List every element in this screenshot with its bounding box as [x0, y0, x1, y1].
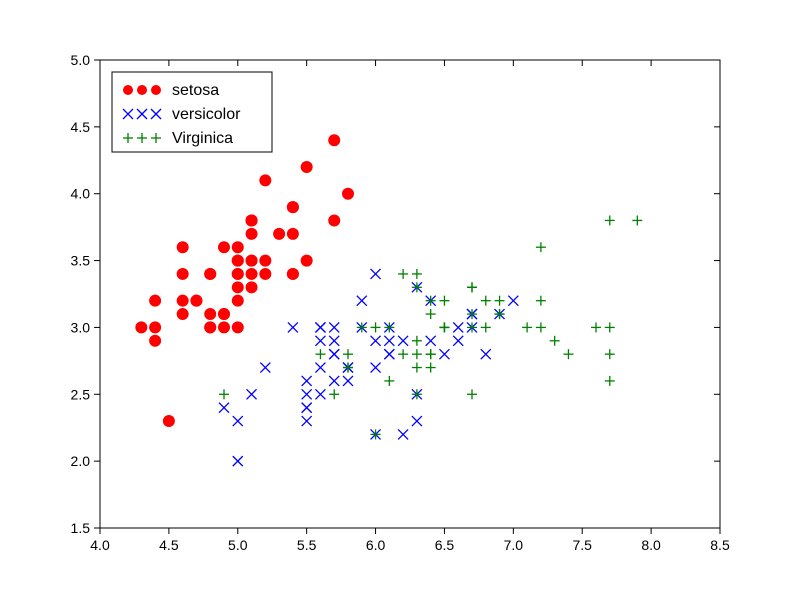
- series-virginica: [219, 215, 642, 439]
- legend-label-versicolor: versicolor: [172, 106, 241, 123]
- y-tick-label: 3.0: [71, 319, 91, 335]
- legend-label-setosa: setosa: [172, 82, 219, 99]
- y-tick-label: 1.5: [71, 520, 91, 536]
- series-setosa: [135, 134, 354, 427]
- y-tick-label: 4.0: [71, 186, 91, 202]
- legend: setosa versicolor Virginica: [112, 72, 272, 152]
- x-tick-label: 5.0: [228, 537, 248, 553]
- x-tick-label: 7.0: [504, 537, 524, 553]
- x-tick-label: 7.5: [572, 537, 592, 553]
- x-tick-label: 4.0: [90, 537, 110, 553]
- scatter-chart: 4.0 4.5 5.0 5.5 6.0 6.5 7.0 7.5 8.0 8.5 1.5 2.0 2.5 3…: [0, 0, 800, 600]
- y-tick-label: 5.0: [71, 52, 91, 68]
- x-tick-label: 5.5: [297, 537, 317, 553]
- x-tick-label: 6.5: [435, 537, 455, 553]
- legend-label-virginica: Virginica: [172, 130, 233, 147]
- x-tick-label: 8.5: [710, 537, 730, 553]
- x-tick-label: 6.0: [366, 537, 386, 553]
- y-tick-label: 4.5: [71, 119, 91, 135]
- series-versicolor: [219, 269, 518, 466]
- x-tick-label: 8.0: [641, 537, 661, 553]
- y-tick-label: 2.0: [71, 453, 91, 469]
- y-tick-label: 2.5: [71, 386, 91, 402]
- x-tick-label: 4.5: [159, 537, 179, 553]
- chart-svg: 4.0 4.5 5.0 5.5 6.0 6.5 7.0 7.5 8.0 8.5 1.5 2.0 2.5 3…: [0, 0, 800, 600]
- y-tick-label: 3.5: [71, 253, 91, 269]
